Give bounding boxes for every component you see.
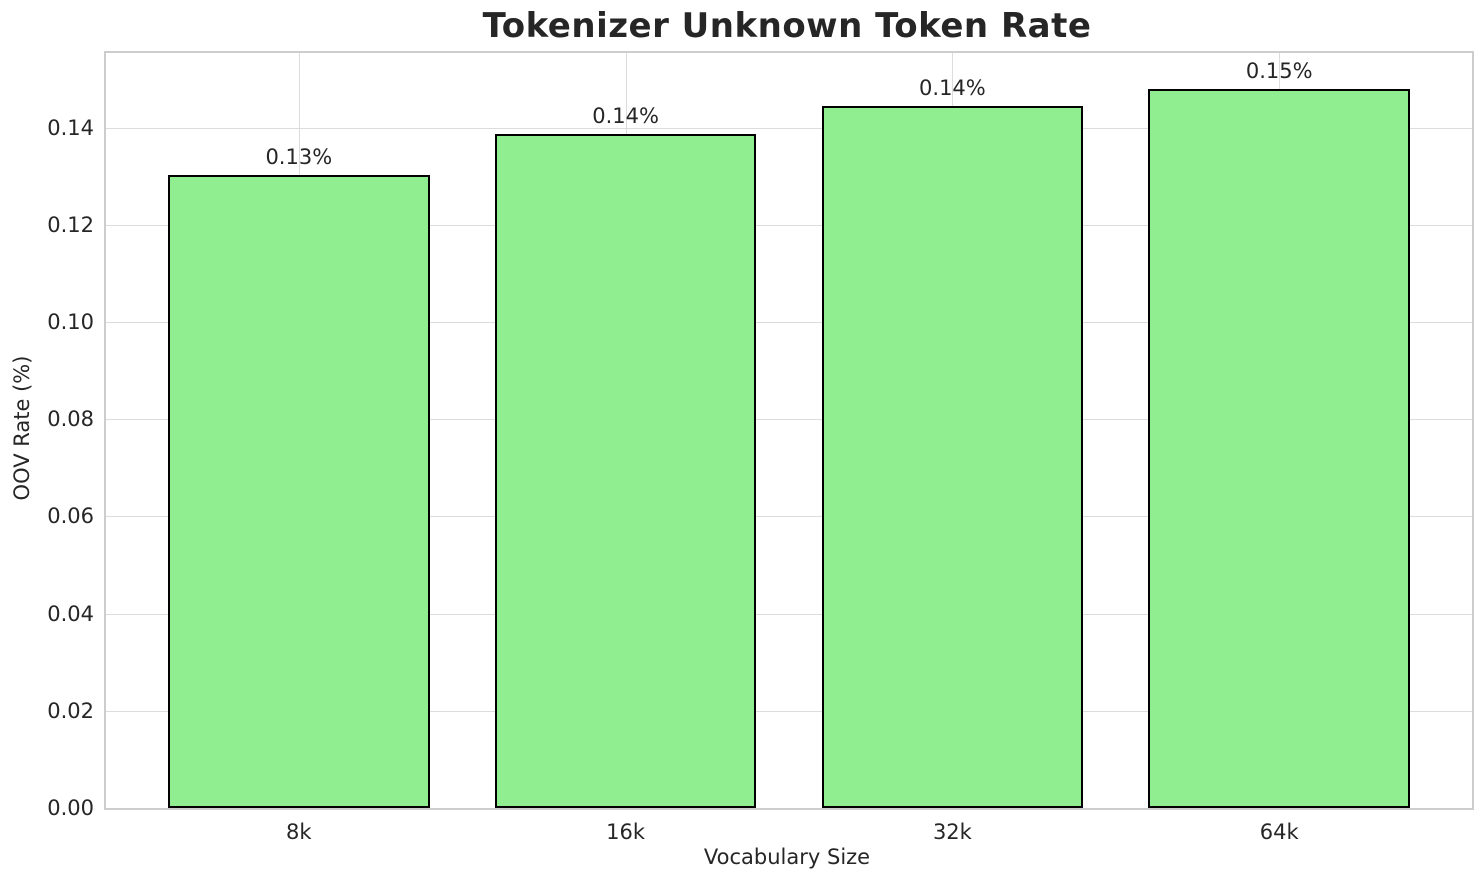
y-tick-label: 0.14 [47,115,94,140]
bar [168,175,430,808]
h-gridline [106,127,1472,129]
y-tick-label: 0.08 [47,407,94,432]
bar-value-label: 0.15% [1245,59,1313,84]
bar [494,134,757,808]
y-tick-label: 0.00 [47,796,94,820]
x-tick-label: 64k [1259,820,1299,844]
bar-value-label: 0.13% [265,145,333,170]
plot-area: 0.00 0.02 0.04 0.06 0.08 0.10 0.12 0.14 0.13% 8k 0… [47,51,1474,844]
bar-value-label: 0.14% [592,104,659,129]
h-gridline [106,710,1472,712]
x-tick-label: 16k [606,820,646,844]
y-tick-label: 0.06 [47,504,94,529]
h-gridline [106,419,1472,421]
h-gridline [106,224,1472,226]
x-axis-label: Vocabulary Size [703,845,871,869]
bar [1148,89,1410,808]
h-gridline [106,516,1472,518]
y-tick-label: 0.12 [47,212,94,237]
x-tick-label: 8k [286,820,312,844]
x-tick-label: 32k [932,820,972,844]
y-tick-label: 0.02 [47,698,94,723]
y-tick-label: 0.10 [47,310,94,335]
y-tick-label: 0.04 [47,601,94,626]
bar [821,106,1084,808]
h-gridline [106,613,1472,615]
bar-value-label: 0.14% [919,76,986,101]
h-gridline [106,322,1472,324]
chart-title: Tokenizer Unknown Token Rate [482,6,1092,46]
y-axis-label: OOV Rate (%) [10,355,34,501]
